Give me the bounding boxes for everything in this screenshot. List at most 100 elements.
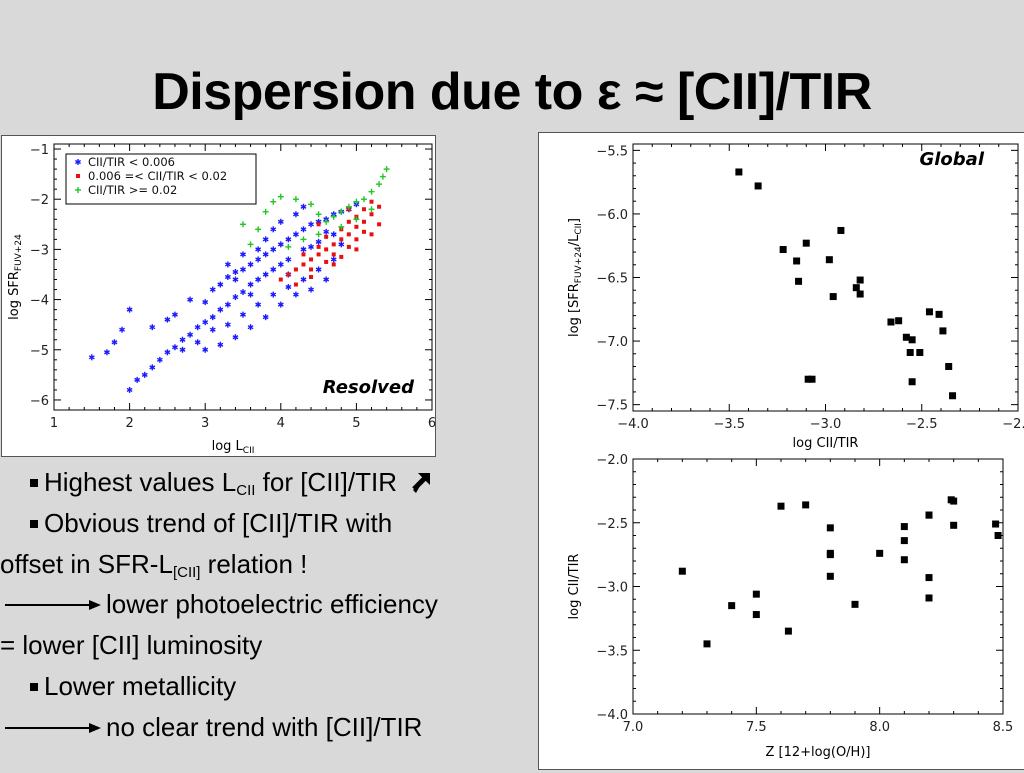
resolved-point-mid [293,267,298,272]
global-top-y-tick-label: −5.5 [596,144,628,159]
resolved-legend-label: CII/TIR >= 0.02 [88,183,177,197]
legend-marker-mid [76,174,80,178]
resolved-point-low [315,266,322,273]
resolved-point-low [277,241,284,248]
resolved-point-low [202,319,209,326]
resolved-point-mid [339,254,344,259]
resolved-point-mid [369,232,374,237]
global-top-y-tick-label: −7.0 [596,335,628,350]
resolved-point-low [240,311,246,318]
global-top-x-axis-label: log CII/TIR [793,436,859,451]
bullet-obvious-trend-continued: offset in SFR-L[CII] relation ! [0,548,308,581]
resolved-point-high [368,206,375,213]
global-bottom-point [950,521,958,529]
global-top-point [945,363,953,370]
resolved-point-high [240,221,246,228]
global-bottom-point [900,523,908,531]
resolved-y-tick-label: −4 [30,294,49,309]
global-bottom-y-axis-label: log CII/TIR [567,554,582,620]
resolved-x-tick-label: 4 [277,416,285,431]
global-top-point [852,284,860,292]
resolved-scatter-panel: 1 2 3 4 5 6 −1 −2 −3 −4 −5 −6 log LCII log SFRFUV+24 C… [1,135,436,457]
resolved-point-high [255,226,262,233]
resolved-point-low [270,291,277,298]
global-top-point [908,336,916,344]
global-bottom-point [678,567,686,575]
resolved-point-low [323,228,330,235]
resolved-point-low [134,376,141,383]
resolved-point-low [270,266,277,273]
resolved-point-high [315,211,322,218]
global-top-point [793,257,801,265]
global-top-frame [632,143,1019,412]
resolved-point-low [330,256,337,263]
resolved-point-mid [354,237,359,242]
resolved-x-axis-label: log LCII [212,439,255,456]
global-top-point [925,308,933,316]
resolved-point-mid [331,262,336,267]
resolved-point-high [353,216,360,223]
resolved-point-low [255,301,262,308]
resolved-point-mid [293,282,298,287]
global-top-point [837,226,845,234]
resolved-point-low [323,276,330,283]
resolved-point-low [292,291,299,298]
resolved-point-low [300,226,307,233]
resolved-legend-label: CII/TIR < 0.006 [88,155,175,169]
resolved-point-low [292,231,299,238]
resolved-point-low [285,284,292,291]
resolved-point-low [126,306,133,313]
resolved-point-low [285,256,292,263]
resolved-y-tick-label: −6 [30,394,49,409]
resolved-point-high [360,196,367,203]
global-bottom-y-tick-label: −3.5 [596,644,628,659]
resolved-point-high [353,198,360,205]
resolved-point-mid [301,262,306,267]
resolved-x-tick-label: 6 [428,416,435,431]
resolved-point-mid [369,199,374,204]
resolved-point-low [202,346,209,353]
resolved-point-mid [301,252,306,257]
global-bottom-point [925,511,933,519]
resolved-point-low [262,271,269,278]
global-top-x-tick-label: −4.0 [617,417,649,432]
bullet-square-icon [30,519,38,528]
global-top-point [802,239,810,247]
global-top-point [808,375,816,383]
global-top-point [856,276,864,284]
resolved-y-tick-label: −3 [30,243,49,258]
resolved-point-low [300,276,307,283]
global-top-point [804,375,812,383]
resolved-point-low [194,339,201,346]
resolved-point-high [247,241,254,248]
global-bottom-point [826,551,834,559]
resolved-point-low [149,364,156,371]
resolved-frame [53,143,433,411]
resolved-point-low [119,326,125,333]
bullet-lower-luminosity: = lower [CII] luminosity [0,630,263,661]
resolved-point-low [232,276,239,283]
global-top-y-tick-label: −6.5 [596,272,628,287]
global-bottom-frame [632,458,1004,715]
global-bottom-y-tick-label: −3.0 [596,581,628,596]
global-top-point [916,349,924,357]
global-bottom-y-tick-label: −2.5 [596,517,628,532]
resolved-point-low [262,236,269,243]
resolved-point-high [262,208,269,215]
resolved-point-mid [316,252,321,257]
resolved-point-low [330,231,337,238]
resolved-point-mid [309,257,314,262]
global-bottom-point [777,502,785,510]
resolved-point-low [179,336,186,343]
resolved-point-mid [369,212,374,217]
global-top-point [829,293,837,301]
bullet-lower-metallicity: Lower metallicity [30,666,530,707]
global-top-y-tick-label: −6.0 [596,208,628,223]
resolved-point-high [338,223,345,230]
resolved-panel-label: Resolved [323,377,415,398]
global-top-point [754,182,762,190]
resolved-point-mid [324,259,329,264]
global-bottom-point [994,532,1002,539]
global-top-point [895,317,903,325]
global-bottom-point [900,556,908,564]
